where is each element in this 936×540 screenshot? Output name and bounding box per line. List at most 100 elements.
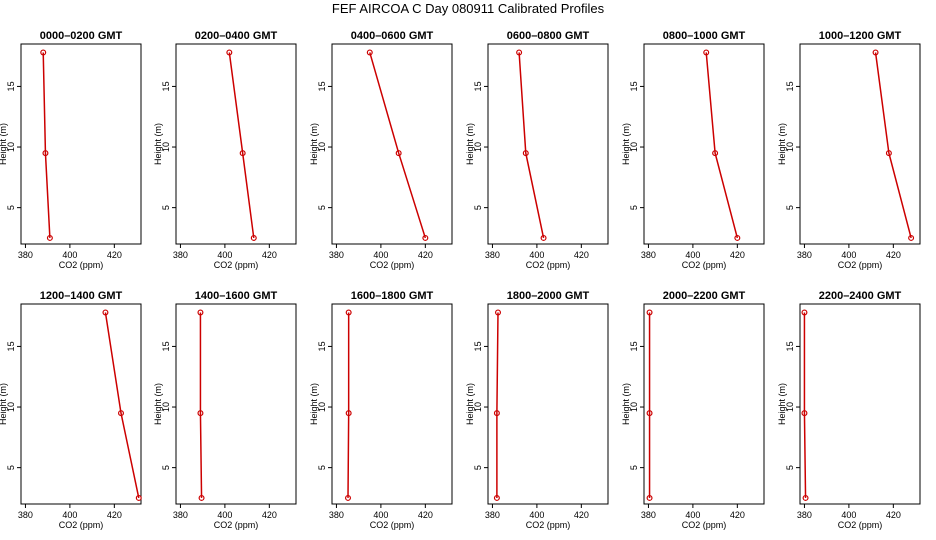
- panel-2-data-point: [239, 150, 246, 157]
- panel-1: 0000–0200 GMT 380 400 420 5 10 15 CO2 (ppm) Heig…: [0, 30, 142, 270]
- panel-10-y-tick-label: 5: [473, 465, 483, 470]
- panel-5-y-tick-label: 10: [629, 142, 639, 152]
- panel-10-x-axis-label: CO2 (ppm): [526, 520, 571, 530]
- panel-6-x-tick-label: 400: [841, 250, 856, 260]
- panel-4-data-point: [522, 150, 529, 157]
- panel-9-x-tick-label: 400: [373, 510, 388, 520]
- panel-9-x-tick-label: 380: [329, 510, 344, 520]
- panel-1-frame: [20, 43, 142, 245]
- panel-12-x-tick-label: 380: [797, 510, 812, 520]
- panel-7-data-point: [117, 410, 124, 417]
- panel-8-y-axis-label: Height (m): [153, 383, 163, 425]
- panel-2-x-tick-label: 420: [262, 250, 277, 260]
- panel-1-series-line: [42, 52, 51, 238]
- panel-4-x-tick-label: 420: [574, 250, 589, 260]
- panel-4-x-axis-label: CO2 (ppm): [526, 260, 571, 270]
- panel-11-x-tick-label: 380: [641, 510, 656, 520]
- panel-10-data-point: [493, 410, 500, 417]
- panel-6-y-axis-label: Height (m): [777, 123, 787, 165]
- panel-6: 1000–1200 GMT 380 400 420 5 10 15 CO2 (ppm) Heig…: [777, 30, 921, 270]
- panel-1-y-tick-label: 15: [6, 81, 16, 91]
- panel-7-data-point: [102, 309, 109, 316]
- panel-1-data-point: [46, 234, 53, 241]
- panel-2-y-tick-label: 5: [161, 205, 171, 210]
- panel-12-x-tick-label: 420: [886, 510, 901, 520]
- panel-12-frame: [799, 303, 921, 505]
- panel-5-x-tick-label: 420: [730, 250, 745, 260]
- panel-5-x-axis-label: CO2 (ppm): [682, 260, 727, 270]
- panel-6-data-point: [885, 150, 892, 157]
- panel-10-frame: [487, 303, 609, 505]
- panel-5-y-tick-label: 15: [629, 81, 639, 91]
- panel-12: 2200–2400 GMT 380 400 420 5 10 15 CO2 (ppm) Heig…: [777, 290, 921, 530]
- panel-4-title: 0600–0800 GMT: [507, 30, 590, 42]
- panel-8-y-tick-label: 10: [161, 402, 171, 412]
- panel-1-y-tick-label: 5: [6, 205, 16, 210]
- panel-10-series-line: [496, 312, 499, 498]
- panel-8-y-tick-label: 15: [161, 341, 171, 351]
- panel-2-title: 0200–0400 GMT: [195, 30, 278, 42]
- panel-10-title: 1800–2000 GMT: [507, 290, 590, 302]
- panel-11-y-tick-label: 10: [629, 402, 639, 412]
- panel-12-data-point: [802, 494, 809, 501]
- panel-1-x-axis-label: CO2 (ppm): [59, 260, 104, 270]
- panel-2-series-line: [228, 52, 255, 239]
- panel-9: 1600–1800 GMT 380 400 420 5 10 15 CO2 (ppm) Heig…: [309, 290, 453, 530]
- panel-10-x-tick-label: 380: [485, 510, 500, 520]
- panel-12-series-line: [803, 312, 807, 498]
- panel-4-series-line: [518, 52, 545, 239]
- panel-2-y-tick-label: 10: [161, 142, 171, 152]
- panel-7-series-line: [104, 312, 140, 499]
- panel-5-title: 0800–1000 GMT: [663, 30, 746, 42]
- panel-3-x-tick-label: 380: [329, 250, 344, 260]
- panel-6-data-point: [908, 234, 915, 241]
- panel-5-y-axis-label: Height (m): [621, 123, 631, 165]
- panel-7: 1200–1400 GMT 380 400 420 5 10 15 CO2 (ppm) Heig…: [0, 290, 142, 530]
- panel-6-x-axis-label: CO2 (ppm): [838, 260, 883, 270]
- panel-7-y-tick-label: 5: [6, 465, 16, 470]
- panel-6-y-tick-label: 5: [785, 205, 795, 210]
- panel-11-y-axis-label: Height (m): [621, 383, 631, 425]
- panel-1-x-tick-label: 420: [107, 250, 122, 260]
- panel-11-data-point: [646, 410, 653, 417]
- panel-1-y-tick-label: 10: [6, 142, 16, 152]
- panel-6-series-line: [874, 52, 912, 239]
- panel-7-title: 1200–1400 GMT: [40, 290, 123, 302]
- panel-7-x-tick-label: 420: [107, 510, 122, 520]
- panel-2-x-axis-label: CO2 (ppm): [214, 260, 259, 270]
- panel-1-x-tick-label: 380: [18, 250, 33, 260]
- panel-9-series-line: [347, 312, 350, 498]
- panel-4-frame: [487, 43, 609, 245]
- panel-10-y-tick-label: 15: [473, 341, 483, 351]
- panel-9-y-tick-label: 5: [317, 465, 327, 470]
- panel-12-y-tick-label: 5: [785, 465, 795, 470]
- panel-1-data-point: [40, 49, 47, 56]
- panel-12-x-tick-label: 400: [841, 510, 856, 520]
- panel-11-x-tick-label: 400: [685, 510, 700, 520]
- panel-1-x-tick-label: 400: [62, 250, 77, 260]
- panel-2-x-tick-label: 400: [217, 250, 232, 260]
- panel-7-x-tick-label: 380: [18, 510, 33, 520]
- panel-9-y-tick-label: 10: [317, 402, 327, 412]
- panel-3-title: 0400–0600 GMT: [351, 30, 434, 42]
- panel-7-frame: [20, 303, 142, 505]
- panel-8-x-tick-label: 400: [217, 510, 232, 520]
- panel-8-x-axis-label: CO2 (ppm): [214, 520, 259, 530]
- panel-3-data-point: [422, 234, 429, 241]
- panel-1-y-axis-label: Height (m): [0, 123, 8, 165]
- panel-10-data-point: [493, 494, 500, 501]
- panel-6-frame: [799, 43, 921, 245]
- panel-2-data-point: [226, 49, 233, 56]
- panel-12-title: 2200–2400 GMT: [819, 290, 902, 302]
- panel-4-y-tick-label: 10: [473, 142, 483, 152]
- panel-6-y-tick-label: 15: [785, 81, 795, 91]
- panel-5-x-tick-label: 400: [685, 250, 700, 260]
- panel-9-data-point: [345, 410, 352, 417]
- panel-6-x-tick-label: 380: [797, 250, 812, 260]
- panel-5-data-point: [712, 150, 719, 157]
- panel-3-data-point: [395, 150, 402, 157]
- panel-4: 0600–0800 GMT 380 400 420 5 10 15 CO2 (ppm) Heig…: [465, 30, 609, 270]
- panel-5-frame: [643, 43, 765, 245]
- panel-10-y-tick-label: 10: [473, 402, 483, 412]
- panel-5-series-line: [705, 52, 739, 239]
